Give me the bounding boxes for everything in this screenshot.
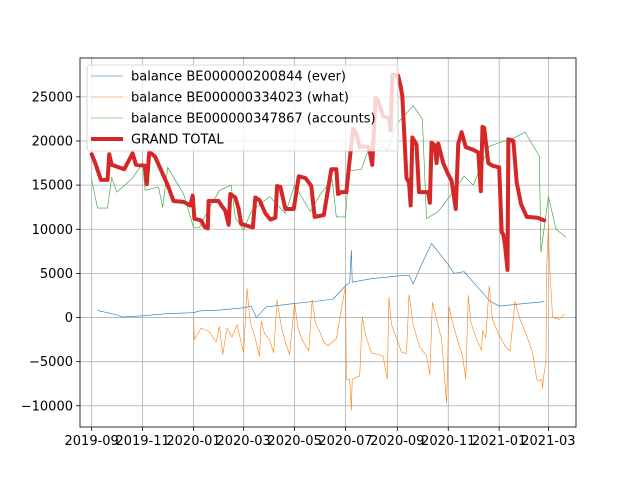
y-tick-label: −10000 [21,399,73,414]
x-tick-label: 2021-03 [521,434,575,449]
x-tick-label: 2020-05 [267,434,321,449]
x-tick-label: 2020-11 [421,434,475,449]
series-line-2 [193,224,565,411]
legend-label: balance BE000000334023 (what) [131,91,349,106]
x-axis: 2019-092019-112020-012020-032020-052020-… [65,427,576,449]
x-tick-label: 2019-09 [65,434,119,449]
y-tick-label: 25000 [32,90,73,105]
y-tick-label: 15000 [32,179,73,194]
x-tick-label: 2020-01 [166,434,220,449]
y-tick-label: 0 [65,311,73,326]
y-tick-label: 5000 [40,267,73,282]
y-tick-label: 20000 [32,134,73,149]
y-tick-label: 10000 [32,223,73,238]
legend-box [86,64,399,152]
x-tick-label: 2020-07 [318,434,372,449]
y-tick-label: −5000 [29,355,73,370]
x-tick-label: 2020-09 [370,434,424,449]
plot-frame [79,57,577,428]
legend-entries: balance BE000000200844 (ever) balance BE0… [91,70,376,148]
series-line-3 [91,105,567,253]
y-axis: −10000 −5000 0 5000 10000 15000 20000 25000 [21,90,80,414]
legend-label: balance BE000000200844 (ever) [131,70,346,85]
x-tick-label: 2019-11 [115,434,169,449]
x-tick-label: 2020-03 [216,434,270,449]
legend: balance BE000000200844 (ever) balance BE0… [86,64,399,152]
legend-label: GRAND TOTAL [131,133,224,148]
x-tick-label: 2021-01 [472,434,526,449]
legend-label: balance BE000000347867 (accounts) [131,112,376,127]
series-line-1 [97,243,545,318]
